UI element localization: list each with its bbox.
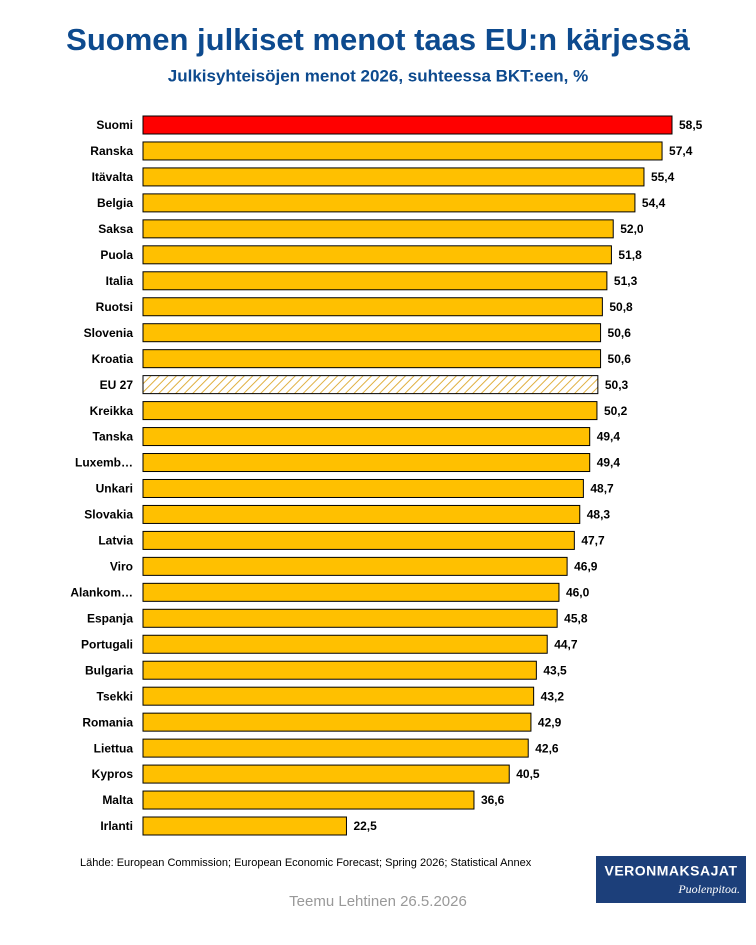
category-label: Viro bbox=[110, 560, 133, 574]
value-label: 45,8 bbox=[564, 611, 588, 625]
category-label: Italia bbox=[106, 274, 134, 288]
chart-title: Suomen julkiset menot taas EU:n kärjessä bbox=[66, 22, 690, 57]
bar bbox=[142, 712, 532, 732]
value-label: 50,6 bbox=[608, 326, 632, 340]
bar bbox=[142, 556, 568, 576]
bar bbox=[142, 530, 575, 550]
bar bbox=[142, 349, 602, 369]
bar bbox=[142, 323, 602, 343]
category-label: Tsekki bbox=[97, 689, 133, 703]
bar bbox=[142, 478, 584, 498]
value-label: 44,7 bbox=[554, 637, 578, 651]
value-label: 51,8 bbox=[618, 248, 642, 262]
category-label: Suomi bbox=[96, 118, 133, 132]
category-label: Unkari bbox=[96, 482, 133, 496]
category-label: Romania bbox=[82, 715, 133, 729]
bar bbox=[142, 816, 347, 836]
value-label: 55,4 bbox=[651, 170, 675, 184]
bar bbox=[142, 738, 529, 758]
bar bbox=[142, 297, 603, 317]
category-label: Espanja bbox=[87, 611, 133, 625]
value-label: 48,3 bbox=[587, 508, 611, 522]
category-label: Slovenia bbox=[84, 326, 134, 340]
category-label: Puola bbox=[100, 248, 133, 262]
category-label: Irlanti bbox=[100, 819, 133, 833]
value-label: 50,2 bbox=[604, 404, 628, 418]
bar bbox=[142, 271, 608, 291]
category-label: Saksa bbox=[98, 222, 133, 236]
bar bbox=[142, 686, 535, 706]
bar bbox=[142, 504, 581, 524]
value-label: 43,2 bbox=[541, 689, 565, 703]
value-label: 40,5 bbox=[516, 767, 540, 781]
value-label: 50,3 bbox=[605, 378, 629, 392]
category-label: Bulgaria bbox=[85, 663, 133, 677]
category-label: EU 27 bbox=[100, 378, 134, 392]
bar bbox=[142, 375, 599, 395]
category-label: Kypros bbox=[92, 767, 134, 781]
value-label: 36,6 bbox=[481, 793, 505, 807]
category-label: Slovakia bbox=[84, 508, 133, 522]
value-label: 42,9 bbox=[538, 715, 562, 729]
bar bbox=[142, 141, 663, 161]
bar bbox=[142, 660, 537, 680]
value-label: 46,0 bbox=[566, 586, 590, 600]
category-label: Portugali bbox=[81, 637, 133, 651]
value-label: 42,6 bbox=[535, 741, 559, 755]
value-label: 47,7 bbox=[581, 534, 605, 548]
bar bbox=[142, 582, 560, 602]
category-label: Kreikka bbox=[90, 404, 134, 418]
category-label: Ruotsi bbox=[96, 300, 133, 314]
value-label: 54,4 bbox=[642, 196, 666, 210]
value-label: 49,4 bbox=[597, 430, 621, 444]
category-label: Liettua bbox=[94, 741, 134, 755]
bar bbox=[142, 401, 598, 421]
bar bbox=[142, 764, 510, 784]
bar bbox=[142, 790, 475, 810]
value-label: 46,9 bbox=[574, 560, 598, 574]
bar bbox=[142, 427, 591, 447]
author-note: Teemu Lehtinen 26.5.2026 bbox=[289, 893, 467, 910]
value-label: 48,7 bbox=[590, 482, 614, 496]
category-label: Belgia bbox=[97, 196, 133, 210]
bar bbox=[142, 608, 558, 628]
category-label: Malta bbox=[102, 793, 133, 807]
logo-box bbox=[596, 856, 746, 903]
chart-subtitle: Julkisyhteisöjen menot 2026, suhteessa B… bbox=[168, 66, 588, 85]
value-label: 50,8 bbox=[609, 300, 633, 314]
value-label: 22,5 bbox=[353, 819, 377, 833]
logo-tagline: Puolenpitoa. bbox=[677, 882, 740, 896]
category-label: Alankom… bbox=[70, 586, 133, 600]
logo-name: VERONMAKSAJAT bbox=[604, 863, 737, 879]
category-label: Kroatia bbox=[92, 352, 134, 366]
value-label: 58,5 bbox=[679, 118, 703, 132]
bar bbox=[142, 167, 645, 187]
bar bbox=[142, 115, 673, 135]
value-label: 50,6 bbox=[608, 352, 632, 366]
bar bbox=[142, 453, 591, 473]
source-note: Lähde: European Commission; European Eco… bbox=[80, 857, 532, 869]
bar bbox=[142, 245, 612, 265]
bar bbox=[142, 634, 548, 654]
category-label: Tanska bbox=[93, 430, 134, 444]
value-label: 51,3 bbox=[614, 274, 638, 288]
value-label: 43,5 bbox=[543, 663, 567, 677]
value-label: 52,0 bbox=[620, 222, 644, 236]
category-label: Itävalta bbox=[92, 170, 134, 184]
value-label: 57,4 bbox=[669, 144, 693, 158]
bar bbox=[142, 193, 636, 213]
category-label: Latvia bbox=[98, 534, 133, 548]
value-label: 49,4 bbox=[597, 456, 621, 470]
bar bbox=[142, 219, 614, 239]
category-label: Ranska bbox=[90, 144, 133, 158]
category-label: Luxemb… bbox=[75, 456, 133, 470]
